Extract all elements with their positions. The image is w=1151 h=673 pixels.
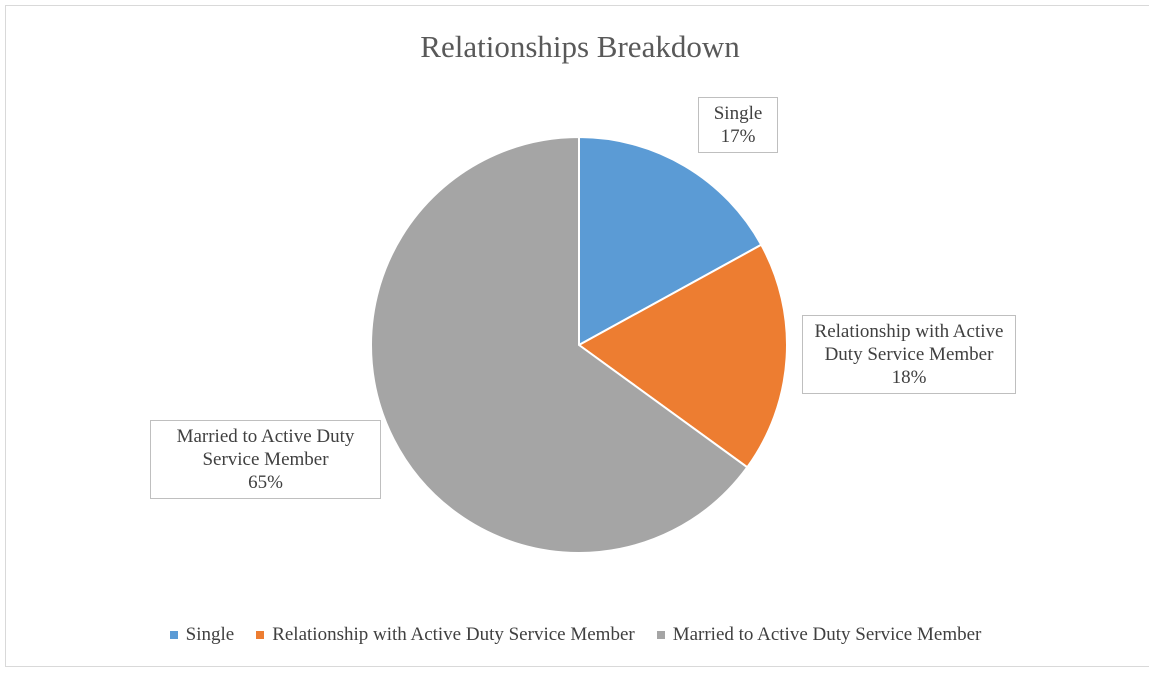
- legend-label: Married to Active Duty Service Member: [672, 624, 982, 645]
- data-label-category: Relationship with Active Duty Service Me…: [814, 321, 1004, 365]
- legend-item: Single: [169, 624, 235, 646]
- legend-item: Relationship with Active Duty Service Me…: [256, 624, 635, 646]
- legend: Single Relationship with Active Duty Serv…: [0, 624, 1151, 646]
- data-label-value: 65%: [248, 472, 283, 493]
- data-label-value: 18%: [891, 367, 927, 388]
- legend-item: Married to Active Duty Service Member: [656, 624, 982, 646]
- legend-label: Relationship with Active Duty Service Me…: [272, 624, 635, 645]
- chart-frame: [5, 5, 1149, 667]
- legend-label: Single: [185, 624, 235, 645]
- legend-swatch: [656, 631, 665, 639]
- data-label: Married to Active Duty Service Member 65%: [150, 420, 381, 499]
- data-label: Relationship with Active Duty Service Me…: [802, 315, 1016, 394]
- data-label-category: Single: [713, 103, 763, 124]
- pie-slice: [578, 135, 763, 347]
- legend-swatch: [169, 631, 178, 639]
- data-label: Single 17%: [698, 97, 778, 153]
- legend-swatch: [256, 631, 265, 639]
- chart-title: Relationships Breakdown: [420, 29, 740, 64]
- pie-slice: [370, 135, 749, 554]
- data-label-value: 17%: [720, 126, 756, 147]
- pie-slice: [577, 243, 788, 469]
- data-label-category: Married to Active Duty Service Member: [176, 426, 355, 470]
